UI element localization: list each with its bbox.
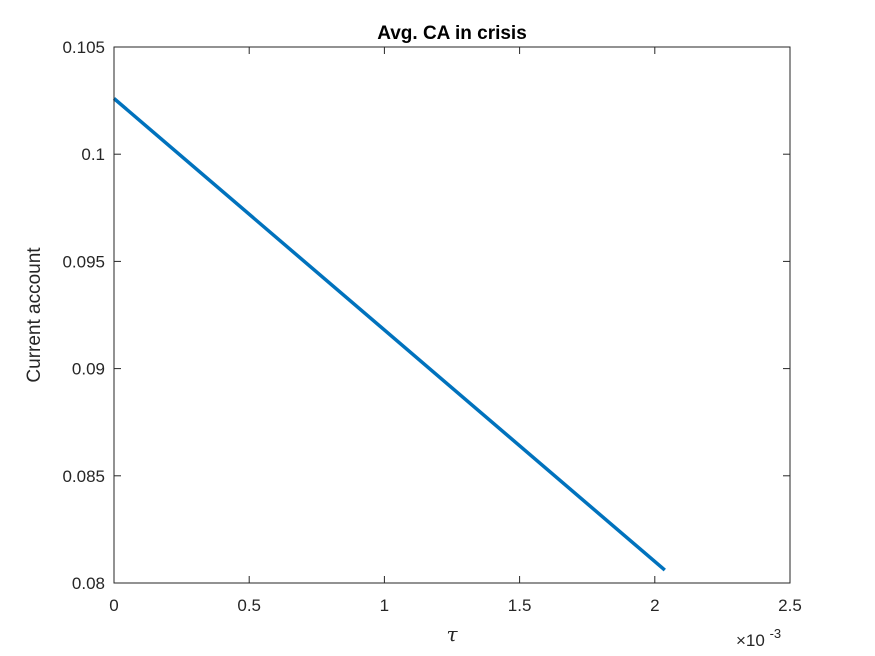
y-axis-label: Current account bbox=[24, 247, 45, 383]
x-tick-label: 1.5 bbox=[508, 596, 532, 615]
y-tick-label: 0.1 bbox=[81, 145, 105, 164]
x-tick-label: 2.5 bbox=[778, 596, 802, 615]
y-tick-label: 0.085 bbox=[62, 467, 105, 486]
y-tick-label: 0.105 bbox=[62, 38, 105, 57]
y-tick-labels: 0.08 0.085 0.09 0.095 0.1 0.105 bbox=[62, 38, 105, 593]
x-tick-label: 1 bbox=[380, 596, 389, 615]
x-axis-label: τ bbox=[446, 622, 458, 646]
x-tick-labels: 0 0.5 1 1.5 2 2.5 bbox=[109, 596, 802, 615]
x-axis-exponent-power: -3 bbox=[770, 626, 782, 641]
series-layer bbox=[112, 97, 666, 572]
x-tick-label: 2 bbox=[650, 596, 659, 615]
axes-box bbox=[113, 46, 791, 584]
plot-area bbox=[114, 47, 790, 583]
x-tick-label: 0 bbox=[109, 596, 118, 615]
chart-title: Avg. CA in crisis bbox=[377, 23, 527, 44]
y-tick-label: 0.095 bbox=[62, 252, 105, 271]
x-tick-label: 0.5 bbox=[237, 596, 261, 615]
x-axis-exponent-base: ×10 bbox=[736, 631, 765, 650]
series-line bbox=[112, 97, 666, 572]
x-axis-exponent-label: ×10 -3 bbox=[736, 626, 781, 650]
y-tick-label: 0.09 bbox=[72, 360, 105, 379]
y-tick-label: 0.08 bbox=[72, 574, 105, 593]
